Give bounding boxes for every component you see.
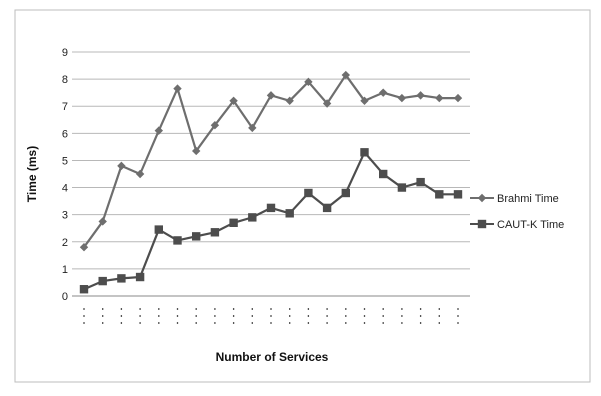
data-point xyxy=(416,91,425,100)
data-point xyxy=(154,225,163,234)
data-point xyxy=(98,217,107,226)
y-axis-ticks: 0 1 2 3 4 5 6 7 8 9 xyxy=(62,47,68,303)
data-point xyxy=(397,183,407,192)
data-point xyxy=(360,148,369,157)
y-tick-label: 5 xyxy=(62,155,68,167)
legend-marker xyxy=(477,219,487,229)
y-tick-label: 4 xyxy=(62,183,68,195)
y-tick-label: 0 xyxy=(62,291,68,303)
legend-label-caut-k: CAUT-K Time xyxy=(497,219,564,231)
data-point xyxy=(435,190,444,199)
data-point xyxy=(322,203,332,213)
data-point xyxy=(79,285,89,294)
series-caut-k-time xyxy=(79,148,463,294)
data-point xyxy=(416,177,425,187)
data-point xyxy=(304,77,313,87)
data-point xyxy=(285,96,294,105)
data-point xyxy=(360,96,369,105)
data-point xyxy=(117,161,126,171)
y-tick-label: 9 xyxy=(62,47,68,59)
data-point xyxy=(266,91,276,100)
data-point xyxy=(341,70,350,80)
data-point xyxy=(248,213,257,222)
data-point xyxy=(379,88,388,97)
data-point xyxy=(79,243,89,252)
data-point xyxy=(210,228,220,237)
data-point xyxy=(266,203,276,213)
y-tick-label: 6 xyxy=(62,128,68,140)
x-axis-title: Number of Services xyxy=(216,350,329,364)
y-tick-label: 7 xyxy=(62,101,68,113)
legend-marker xyxy=(477,193,487,203)
data-point xyxy=(192,232,201,241)
data-point xyxy=(229,96,238,105)
data-point xyxy=(379,169,388,179)
data-point xyxy=(192,146,201,156)
data-point xyxy=(248,123,257,133)
data-point xyxy=(229,218,238,227)
data-point xyxy=(154,126,163,135)
x-axis-ticks xyxy=(83,308,459,324)
data-point xyxy=(453,190,463,199)
data-point xyxy=(98,276,107,286)
gridlines xyxy=(72,51,470,270)
y-tick-label: 2 xyxy=(62,237,68,249)
series-brahmi-time xyxy=(79,70,463,252)
y-tick-label: 8 xyxy=(62,74,68,86)
legend: Brahmi Time CAUT-K Time xyxy=(470,193,564,231)
data-point xyxy=(173,236,182,245)
series-layer xyxy=(79,70,463,294)
y-tick-label: 1 xyxy=(62,264,68,276)
data-point xyxy=(453,93,463,103)
data-point xyxy=(397,93,407,103)
data-point xyxy=(117,274,126,283)
y-tick-label: 3 xyxy=(62,210,68,222)
data-point xyxy=(435,93,444,103)
data-point xyxy=(341,188,350,198)
data-point xyxy=(304,188,313,198)
y-axis-title: Time (ms) xyxy=(25,146,39,202)
data-point xyxy=(285,209,294,218)
data-point xyxy=(210,121,220,130)
data-point xyxy=(173,84,182,93)
legend-label-brahmi: Brahmi Time xyxy=(497,193,559,205)
data-point xyxy=(135,272,145,282)
data-point xyxy=(322,99,332,108)
data-point xyxy=(135,169,145,179)
